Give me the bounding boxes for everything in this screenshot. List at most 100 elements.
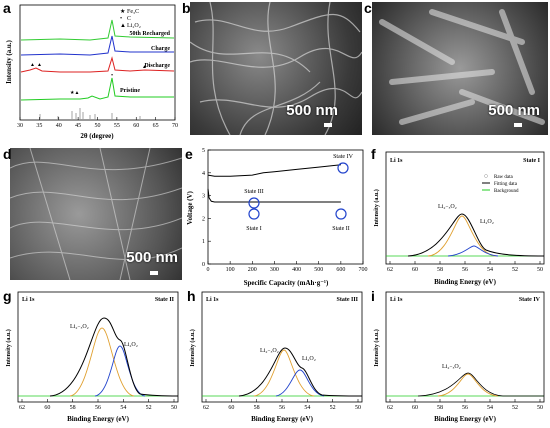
y-tick-label: 5 (202, 148, 205, 154)
x-tick-label: 62 (19, 405, 25, 411)
state-label: State III (336, 297, 358, 303)
scale-label: 500 nm (126, 249, 178, 266)
panel-g: g Li 1s State II Intensity (a.u.) Bindin… (0, 288, 182, 423)
legend-item: C (127, 16, 131, 22)
trace-discharge (20, 56, 175, 73)
x-axis-label: Binding Energy (eV) (251, 415, 314, 423)
legend-marker (484, 174, 488, 178)
x-ticks: 30 35 40 45 50 55 60 65 70 (17, 117, 178, 129)
x-tick-label: 400 (292, 267, 301, 273)
x-tick-label: 50 (95, 123, 101, 129)
legend-item: Raw data (494, 175, 514, 180)
x-tick-label: 60 (133, 123, 139, 129)
panel-label: c (364, 0, 372, 16)
x-ticks: 62 60 58 56 54 52 50 (19, 399, 177, 411)
x-tick-label: 45 (75, 123, 81, 129)
x-tick-label: 52 (146, 405, 152, 411)
x-tick-label: 35 (36, 123, 42, 129)
xps-plot: Li 1s State I Intensity (a.u.) Binding E… (373, 151, 545, 286)
xps-plot: Li 1s State IV Intensity (a.u.) Binding … (373, 291, 545, 423)
fit-envelope (407, 213, 545, 257)
x-tick-label: 0 (207, 267, 210, 273)
state-marker (337, 162, 349, 174)
rod-texture (379, 9, 545, 125)
x-tick-label: 56 (95, 405, 101, 411)
x-tick-label: 58 (70, 405, 76, 411)
x-axis-label: Specific Capacity (mAh·g⁻¹) (244, 279, 329, 287)
panel-label: a (3, 0, 11, 16)
trace-label: Discharge (144, 63, 170, 69)
panel-label: f (371, 146, 376, 162)
xps-plot: Li 1s State II Intensity (a.u.) Binding … (5, 291, 179, 423)
scale-label: 500 nm (286, 102, 338, 119)
fit-peak (427, 215, 497, 257)
triangle-marker: ▲ (30, 63, 35, 68)
y-axis-label: Intensity (a.u.) (5, 39, 13, 83)
panel-h: h Li 1s State III Intensity (a.u.) Bindi… (184, 288, 368, 423)
y-axis-label: Intensity (a.u.) (5, 329, 12, 367)
x-tick-label: 55 (114, 123, 120, 129)
scale-bar (324, 123, 332, 127)
fit-peak (437, 373, 499, 397)
x-tick-label: 30 (17, 123, 23, 129)
fit-peak (253, 349, 315, 397)
spectrum-title: Li 1s (390, 158, 403, 164)
triangle-marker: ▲ (37, 63, 42, 68)
x-tick-label: 500 (314, 267, 323, 273)
x-axis-label: Binding Energy (eV) (434, 415, 497, 423)
x-tick-label: 60 (412, 267, 418, 273)
x-tick-label: 50 (537, 267, 543, 273)
state-label: State IV (519, 297, 541, 303)
panel-e: e Voltage (V) Specific Capacity (mAh·g⁻¹… (182, 146, 368, 288)
x-tick-label: 56 (279, 405, 285, 411)
x-tick-label: 600 (336, 267, 345, 273)
x-tick-label: 62 (203, 405, 209, 411)
x-tick-label: 56 (462, 405, 468, 411)
y-axis-label: Intensity (a.u.) (373, 329, 380, 367)
x-tick-label: 50 (537, 405, 543, 411)
sem-image-c: 500 nm (372, 2, 548, 135)
x-axis-label: Binding Energy (eV) (434, 278, 497, 286)
panel-label: h (187, 288, 196, 304)
trace-charge (20, 35, 174, 56)
x-ticks: 62 60 58 56 54 52 50 (203, 399, 361, 411)
panel-f: f Li 1s State I Intensity (a.u.) Binding… (368, 146, 550, 288)
state-label: State I (246, 226, 262, 232)
x-tick-label: 100 (226, 267, 235, 273)
x-tick-label: 60 (44, 405, 50, 411)
peak-label: Li₂₋ₓO₂ (260, 348, 279, 354)
state-label: State I (523, 158, 540, 164)
fit-peak (94, 345, 146, 397)
y-axis-label: Voltage (V) (186, 190, 194, 224)
y-tick-label: 4 (202, 171, 205, 177)
fit-envelope (238, 347, 363, 397)
y-axis-label: Intensity (a.u.) (189, 329, 196, 367)
x-ticks: 0 100 200 300 400 500 600 700 (207, 261, 368, 273)
peak-label: Li₂₋ₓO₂ (70, 324, 89, 330)
y-tick-label: 1 (202, 239, 205, 245)
fit-peak (275, 369, 325, 397)
state-marker (335, 208, 347, 220)
triangle-marker: ▲ (142, 65, 147, 70)
legend: ★ Fe₃C • C ▲ Li₂O₂ (120, 8, 141, 29)
trace-label: Charge (151, 46, 170, 52)
xrd-plot: Intensity (a.u.) 30 35 40 45 50 55 60 65 70 2θ (… (5, 4, 178, 140)
dot-marker: • (111, 73, 113, 79)
legend-marker: ▲ (120, 23, 126, 29)
y-ticks: 0 1 2 3 4 5 (202, 148, 211, 268)
x-tick-label: 58 (437, 405, 443, 411)
charge-curve (207, 164, 341, 177)
peak-label: Li₂O₂ (124, 342, 138, 348)
x-tick-label: 50 (355, 405, 361, 411)
legend-marker: • (120, 16, 122, 22)
peak-label: Li₂O₂ (302, 356, 316, 362)
trace-pristine (20, 77, 174, 101)
panel-label: b (182, 0, 191, 16)
x-ticks: 62 60 58 56 54 52 50 (387, 261, 543, 273)
x-tick-label: 58 (254, 405, 260, 411)
x-ticks: 62 60 58 56 54 52 50 (387, 399, 543, 411)
peak-label: Li₂₋ₓO₂ (442, 364, 461, 370)
x-tick-label: 40 (56, 123, 62, 129)
scale-bar (150, 271, 158, 275)
spectrum-title: Li 1s (390, 297, 403, 303)
